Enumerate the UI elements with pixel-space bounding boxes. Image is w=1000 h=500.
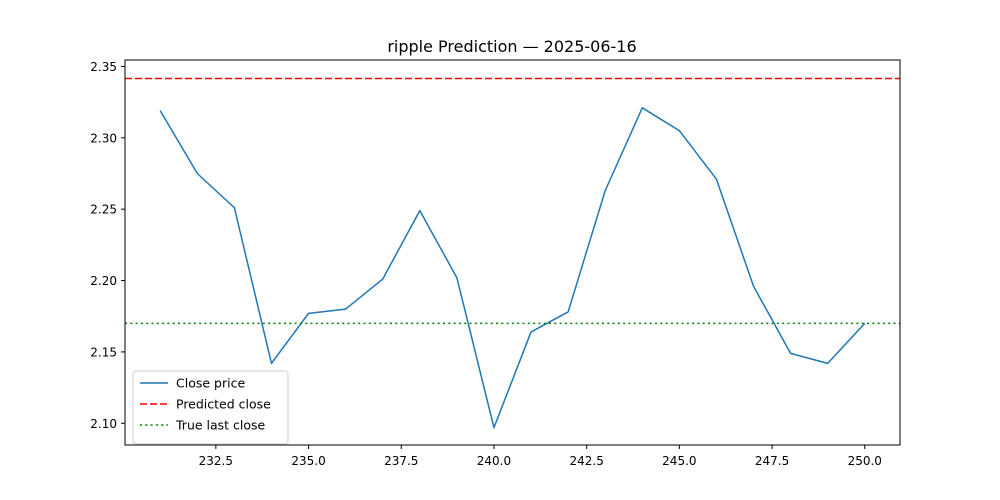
legend-label-1: Predicted close [176, 397, 271, 412]
legend-label-2: True last close [175, 418, 266, 433]
plot-area [125, 77, 900, 429]
y-tick-label: 2.15 [90, 345, 117, 359]
legend-box [132, 370, 289, 445]
chart-title: ripple Prediction — 2025-06-16 [387, 37, 636, 56]
y-tick-label: 2.30 [90, 131, 117, 145]
axes: 232.5 235.0 237.5 240.0 242.5 245.0 247.5 250.0… [90, 60, 882, 468]
x-tick-label: 247.5 [755, 454, 789, 468]
legend-label-0: Close price [176, 376, 245, 391]
axes-frame [124, 59, 901, 446]
x-tick-label: 235.0 [291, 454, 325, 468]
y-tick-label: 2.35 [90, 60, 117, 74]
x-tick-label: 237.5 [384, 454, 418, 468]
x-tick-label: 250.0 [848, 454, 882, 468]
y-tick-label: 2.20 [90, 274, 117, 288]
y-tick-label: 2.10 [90, 417, 117, 431]
x-tick-label: 242.5 [569, 454, 603, 468]
x-tick-label: 232.5 [199, 454, 233, 468]
legend: Close price Predicted close True last clos… [132, 370, 289, 445]
series-line-0 [159, 107, 866, 429]
y-tick-label: 2.25 [90, 203, 117, 217]
x-tick-label: 245.0 [662, 454, 696, 468]
x-tick-label: 240.0 [477, 454, 511, 468]
